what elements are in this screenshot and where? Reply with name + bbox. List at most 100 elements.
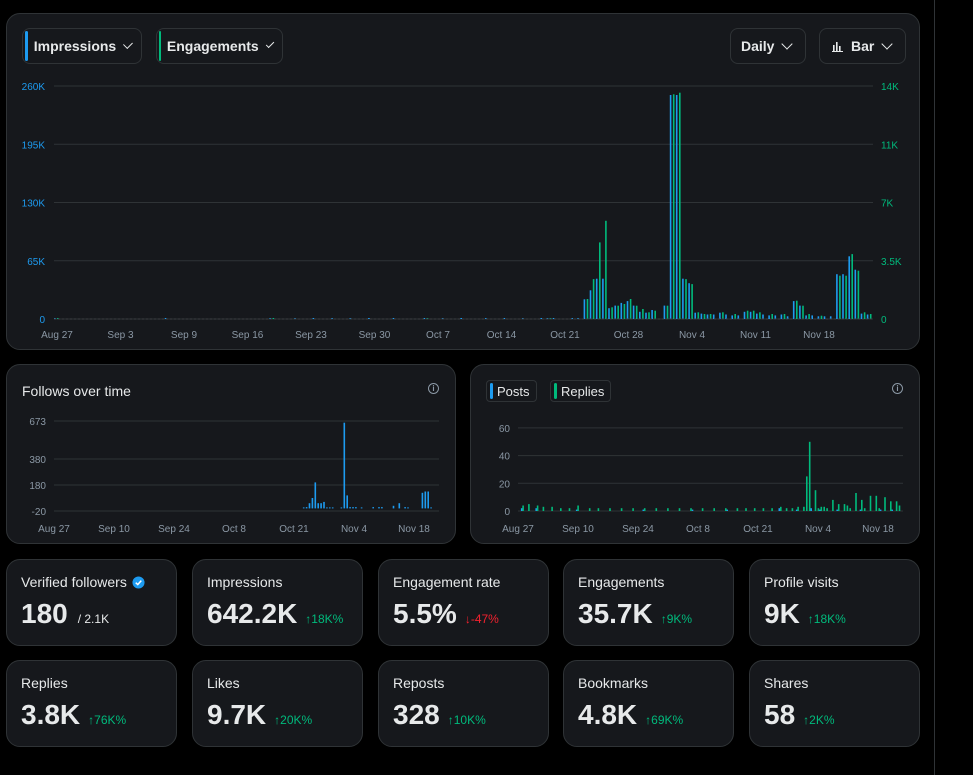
engagements-bar[interactable] — [629, 299, 632, 319]
replies-bar[interactable] — [837, 504, 840, 511]
engagements-bar[interactable] — [857, 270, 860, 319]
impressions-bar[interactable] — [842, 274, 844, 319]
impressions-bar[interactable] — [540, 318, 543, 319]
replies-bar[interactable] — [826, 508, 828, 511]
follows-bar[interactable] — [355, 507, 357, 509]
engagements-bar[interactable] — [759, 312, 761, 319]
engagements-bar[interactable] — [642, 309, 644, 319]
impressions-bar[interactable] — [756, 313, 758, 319]
posts-bar[interactable] — [642, 509, 645, 511]
impressions-bar[interactable] — [836, 274, 838, 319]
posts-legend-tag[interactable]: Posts — [486, 380, 537, 402]
replies-legend-tag[interactable]: Replies — [550, 380, 612, 402]
replies-bar[interactable] — [609, 508, 611, 511]
replies-bar[interactable] — [898, 505, 901, 512]
posts-bar[interactable] — [575, 509, 578, 511]
replies-bar[interactable] — [528, 504, 530, 511]
impressions-bar[interactable] — [589, 290, 592, 319]
replies-bar[interactable] — [855, 493, 857, 511]
follows-bar[interactable] — [424, 491, 427, 509]
replies-bar[interactable] — [597, 508, 600, 511]
engagements-bar[interactable] — [771, 314, 773, 319]
stat-card-reposts[interactable]: Reposts 328 ↑10K% — [378, 660, 549, 747]
impressions-bar[interactable] — [312, 318, 315, 319]
follows-bar[interactable] — [346, 495, 348, 509]
impressions-bar[interactable] — [737, 315, 740, 319]
engagements-bar[interactable] — [703, 314, 706, 319]
replies-bar[interactable] — [806, 476, 808, 511]
replies-bar[interactable] — [797, 506, 799, 511]
engagements-bar[interactable] — [672, 94, 675, 319]
replies-bar[interactable] — [690, 508, 692, 511]
engagements-bar[interactable] — [697, 312, 700, 319]
impressions-bar[interactable] — [854, 269, 857, 319]
follows-bar[interactable] — [326, 507, 328, 509]
replies-bar[interactable] — [632, 508, 634, 511]
posts-bar[interactable] — [810, 508, 812, 511]
replies-bar[interactable] — [678, 508, 681, 511]
replies-bar[interactable] — [890, 501, 892, 511]
engagements-bar[interactable] — [820, 315, 823, 319]
engagements-bar[interactable] — [691, 284, 693, 319]
impressions-bar[interactable] — [675, 95, 678, 319]
replies-bar[interactable] — [817, 508, 820, 511]
replies-bar[interactable] — [814, 490, 817, 511]
stat-card-bookmarks[interactable]: Bookmarks 4.8K ↑69K% — [563, 660, 734, 747]
impressions-bar[interactable] — [663, 305, 666, 319]
info-icon[interactable]: i — [428, 383, 439, 394]
replies-bar[interactable] — [849, 508, 851, 511]
follows-bar[interactable] — [360, 507, 363, 509]
replies-bar[interactable] — [522, 505, 524, 512]
impressions-bar[interactable] — [608, 308, 610, 319]
replies-bar[interactable] — [785, 508, 788, 511]
impressions-bar[interactable] — [719, 312, 721, 319]
replies-bar[interactable] — [713, 508, 715, 511]
follows-bar[interactable] — [378, 507, 380, 509]
impressions-bar[interactable] — [743, 311, 746, 319]
impressions-bar[interactable] — [164, 318, 167, 319]
posts-bar[interactable] — [859, 509, 862, 511]
engagements-bar[interactable] — [863, 312, 866, 319]
stat-card-engagements[interactable]: Engagements 35.7K ↑9K% — [563, 559, 734, 646]
follows-bar[interactable] — [320, 503, 322, 509]
follows-bar[interactable] — [302, 507, 305, 509]
replies-bar[interactable] — [620, 508, 623, 511]
engagements-bar[interactable] — [605, 220, 607, 319]
follows-bar[interactable] — [331, 507, 334, 509]
engagements-bar[interactable] — [648, 312, 650, 319]
stat-card-replies[interactable]: Replies 3.8K ↑76K% — [6, 660, 177, 747]
impressions-bar[interactable] — [460, 318, 462, 319]
follows-bar[interactable] — [407, 507, 409, 509]
follows-bar[interactable] — [404, 507, 406, 509]
follows-bar[interactable] — [381, 507, 383, 509]
follows-bar[interactable] — [323, 501, 325, 509]
replies-bar[interactable] — [780, 506, 782, 511]
follows-bar[interactable] — [392, 505, 395, 509]
impressions-bar[interactable] — [694, 312, 696, 319]
impressions-bar[interactable] — [626, 301, 629, 319]
impressions-bar[interactable] — [669, 95, 672, 319]
replies-bar[interactable] — [823, 506, 825, 511]
impressions-bar[interactable] — [485, 318, 487, 319]
stat-card-impressions[interactable]: Impressions 642.2K ↑18K% — [192, 559, 363, 646]
replies-bar[interactable] — [725, 508, 727, 511]
impressions-bar[interactable] — [571, 318, 573, 319]
posts-bar[interactable] — [535, 508, 537, 511]
impressions-bar[interactable] — [368, 318, 370, 319]
engagements-bar[interactable] — [654, 310, 656, 319]
replies-bar[interactable] — [771, 508, 773, 511]
replies-bar[interactable] — [655, 508, 658, 511]
engagements-bar[interactable] — [599, 242, 601, 319]
impressions-bar[interactable] — [645, 312, 647, 319]
follows-bar[interactable] — [308, 503, 311, 509]
replies-bar[interactable] — [736, 508, 739, 511]
impressions-bar[interactable] — [823, 316, 826, 319]
follows-bar[interactable] — [305, 507, 308, 509]
replies-bar[interactable] — [846, 505, 849, 512]
impressions-bar[interactable] — [614, 305, 616, 319]
posts-bar[interactable] — [520, 508, 523, 511]
replies-bar[interactable] — [577, 505, 579, 512]
impressions-bar[interactable] — [749, 311, 752, 319]
impressions-bar[interactable] — [595, 278, 598, 319]
stat-card-engagement-rate[interactable]: Engagement rate 5.5% ↓-47% — [378, 559, 549, 646]
